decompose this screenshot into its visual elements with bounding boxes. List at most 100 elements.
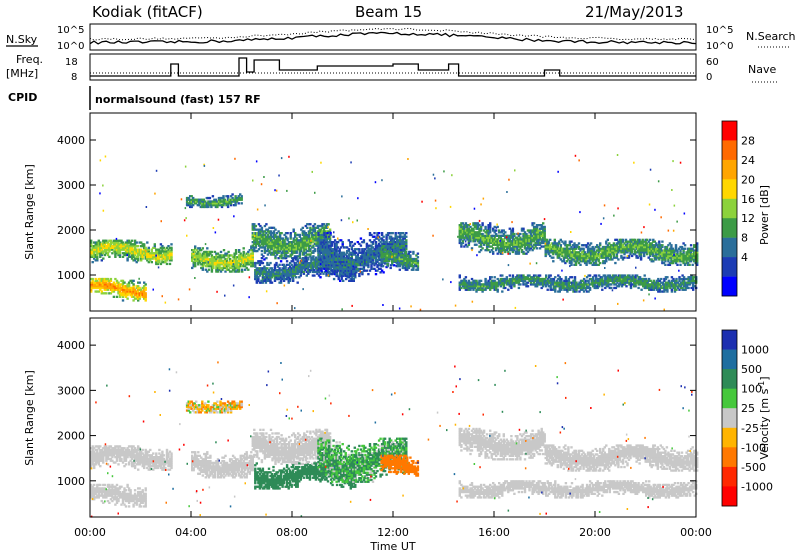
power-cell xyxy=(312,228,315,231)
power-cell xyxy=(377,232,381,235)
power-cell xyxy=(324,239,328,242)
power-cell xyxy=(97,281,100,284)
power-cell xyxy=(124,243,128,246)
power-cell xyxy=(649,238,652,241)
power-cell xyxy=(273,279,277,282)
power-cell xyxy=(265,237,268,240)
power-cell xyxy=(319,230,323,233)
power-cell xyxy=(216,200,219,203)
power-cell xyxy=(324,246,328,249)
power-cell xyxy=(238,266,241,270)
power-cell xyxy=(228,257,232,261)
power-cell xyxy=(309,241,312,244)
power-cell xyxy=(260,281,263,284)
power-cell xyxy=(272,242,276,245)
power-cell xyxy=(336,269,340,272)
power-cell xyxy=(353,258,356,262)
power-cell xyxy=(319,237,323,240)
power-cell xyxy=(258,269,262,272)
power-cell xyxy=(272,246,276,249)
power-cell xyxy=(152,253,155,257)
power-cell xyxy=(126,259,129,262)
power-cell xyxy=(318,244,322,247)
power-cell xyxy=(307,256,310,259)
power-cell xyxy=(111,288,114,291)
power-cell xyxy=(320,244,323,247)
power-cell xyxy=(152,252,155,255)
power-cell xyxy=(298,276,301,279)
power-cell xyxy=(257,248,261,251)
power-cell xyxy=(159,255,163,258)
power-cell xyxy=(196,200,199,203)
power-cell xyxy=(475,243,478,246)
power-cell xyxy=(340,253,343,256)
power-cell xyxy=(409,250,412,254)
power-cell xyxy=(355,264,358,267)
power-cell xyxy=(103,288,106,291)
nave-label: Nave xyxy=(748,63,776,76)
power-cell xyxy=(320,258,323,262)
power-cell xyxy=(306,223,309,226)
power-cell xyxy=(324,237,328,240)
power-cell xyxy=(326,232,329,235)
power-cell xyxy=(317,269,321,272)
power-cell xyxy=(368,249,372,253)
power-cell xyxy=(106,252,110,255)
power-cell xyxy=(269,253,273,256)
power-cell xyxy=(286,249,289,253)
power-cell xyxy=(307,253,311,256)
power-cell xyxy=(164,253,167,257)
power-cell xyxy=(218,263,221,266)
power-cell xyxy=(230,259,233,262)
power-cell xyxy=(409,254,412,257)
power-cell xyxy=(106,285,110,288)
power-cell xyxy=(250,265,253,268)
power-cell xyxy=(253,232,256,235)
power-cell xyxy=(280,246,283,249)
power-cell xyxy=(281,237,285,240)
power-cell xyxy=(237,196,240,200)
power-cell xyxy=(258,261,262,265)
power-cell xyxy=(282,276,286,279)
power-cell xyxy=(103,245,106,248)
power-cell xyxy=(197,257,200,261)
power-cell xyxy=(120,248,123,251)
power-cell xyxy=(135,292,138,295)
power-cell xyxy=(358,242,361,245)
power-cell xyxy=(355,265,358,269)
power-cell xyxy=(299,265,302,268)
power-cell xyxy=(332,255,335,258)
power-cell xyxy=(552,256,555,259)
power-cell xyxy=(356,267,359,270)
power-cell xyxy=(117,241,120,244)
power-cell xyxy=(114,250,117,253)
power-cell xyxy=(314,267,318,270)
power-cell xyxy=(321,239,325,242)
power-cell xyxy=(224,270,227,273)
power-cell xyxy=(269,248,273,251)
power-cell xyxy=(317,249,320,253)
power-cell xyxy=(365,257,369,260)
power-cell xyxy=(190,200,193,203)
power-cell xyxy=(599,242,602,245)
power-cell xyxy=(292,258,295,261)
power-cell xyxy=(217,202,221,205)
power-cell xyxy=(94,250,97,253)
power-cell xyxy=(362,269,366,272)
power-cell xyxy=(289,269,292,272)
power-cell xyxy=(196,198,199,201)
power-cell xyxy=(326,261,330,265)
power-cell xyxy=(288,248,291,251)
power-cell xyxy=(269,276,272,279)
power-cell xyxy=(281,277,284,281)
power-cell xyxy=(374,241,378,244)
power-cell xyxy=(275,246,279,249)
power-cell xyxy=(93,283,96,286)
power-cell xyxy=(307,263,310,266)
power-cell xyxy=(115,250,119,253)
power-cell xyxy=(241,270,244,273)
power-cell xyxy=(320,255,323,258)
power-cell xyxy=(199,200,202,203)
power-cell xyxy=(275,235,279,238)
power-cell xyxy=(117,250,120,253)
